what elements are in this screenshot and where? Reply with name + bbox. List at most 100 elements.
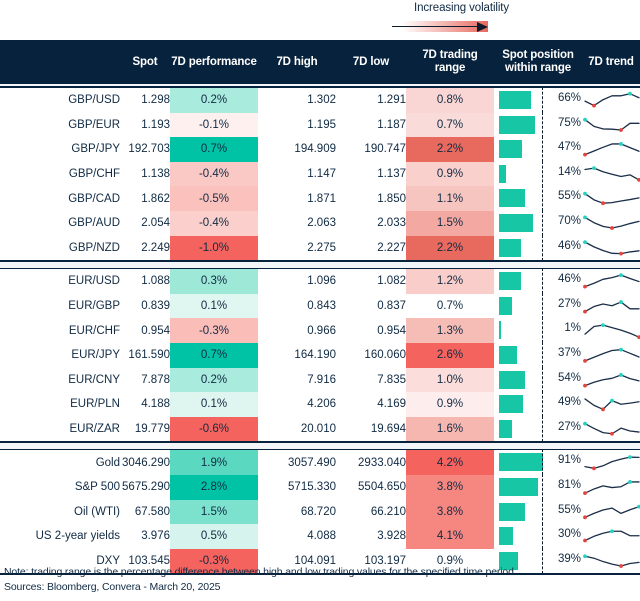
sparkline-min-dot	[583, 515, 587, 520]
row-label: GBP/EUR	[68, 118, 120, 131]
table-row[interactable]: GBP/CHF 1.138 -0.4% 1.147 1.137 0.9% 14%	[0, 160, 640, 187]
sparkline-path	[584, 143, 640, 156]
sparkline-min-dot	[583, 383, 587, 388]
spot-position-bar: 75%	[499, 111, 587, 138]
cell-low: 1.291	[377, 94, 406, 107]
sparkline-min-dot	[637, 334, 640, 339]
table-row[interactable]: EUR/GBP 0.839 0.1% 0.843 0.837 0.7% 27%	[0, 292, 640, 319]
table-row[interactable]: DXY 103.545 -0.3% 104.091 103.197 0.9% 39%	[0, 547, 640, 574]
spot-position-bar: 70%	[499, 209, 587, 236]
spot-position-track	[499, 238, 547, 257]
cell-spot: 67.580	[134, 505, 170, 518]
table-row[interactable]: EUR/PLN 4.188 0.1% 4.206 4.169 0.9% 49%	[0, 391, 640, 418]
cell-performance: 0.7%	[170, 342, 258, 368]
table-row[interactable]: GBP/JPY 192.703 0.7% 194.909 190.747 2.2% 47%	[0, 136, 640, 163]
section-divider	[0, 84, 640, 88]
table-row[interactable]: Gold 3046.290 1.9% 3057.490 2933.040 4.2% 91%	[0, 449, 640, 476]
cell-trend	[582, 417, 640, 442]
spot-position-track	[499, 527, 547, 546]
cell-performance: -0.3%	[170, 318, 258, 343]
table-row[interactable]: GBP/CAD 1.862 -0.5% 1.871 1.850 1.1% 55%	[0, 185, 640, 212]
table-row[interactable]: GBP/NZD 2.249 -1.0% 2.275 2.227 2.2% 46%	[0, 234, 640, 261]
spot-position-track	[499, 419, 547, 438]
spot-position-value: 66%	[557, 92, 581, 104]
spot-position-reference-line	[542, 498, 543, 525]
spot-position-track	[499, 502, 547, 521]
cell-performance: 0.1%	[170, 293, 258, 319]
cell-spot-position: 1%	[494, 317, 582, 344]
cell-spot-position: 91%	[494, 449, 582, 476]
sparkline-path	[584, 324, 640, 338]
sparkline-max-dot	[637, 504, 640, 509]
spot-position-value: 91%	[557, 454, 581, 467]
spot-position-fill	[499, 477, 538, 496]
spot-position-fill	[499, 238, 522, 257]
footnote-note: Note: trading range is the percentage di…	[4, 566, 517, 578]
table-row[interactable]: EUR/CHF 0.954 -0.3% 0.966 0.954 1.3% 1%	[0, 317, 640, 344]
sparkline	[583, 504, 640, 520]
cell-trading-range: 0.8%	[406, 88, 494, 113]
row-label: EUR/PLN	[70, 398, 120, 411]
spot-position-bar: 46%	[499, 234, 587, 261]
table-row[interactable]: EUR/USD 1.088 0.3% 1.096 1.082 1.2% 46%	[0, 268, 640, 295]
spot-position-fill	[499, 115, 535, 134]
cell-trend	[582, 500, 640, 525]
cell-trading-range: 1.0%	[406, 367, 494, 393]
cell-spot-position: 55%	[494, 185, 582, 212]
cell-trading-range: 4.1%	[406, 524, 494, 549]
sparkline-path	[584, 481, 640, 495]
table-top-rule	[0, 84, 640, 88]
row-label: Oil (WTI)	[74, 505, 120, 518]
cell-spot: 2.249	[141, 241, 170, 254]
cell-performance: 2.8%	[170, 474, 258, 500]
cell-high: 194.909	[294, 143, 336, 156]
table-row[interactable]: EUR/CNY 7.878 0.2% 7.916 7.835 1.0% 54%	[0, 366, 640, 393]
row-label: EUR/USD	[68, 275, 120, 288]
sparkline	[583, 142, 640, 157]
cell-low: 160.060	[364, 349, 406, 362]
spot-position-value: 46%	[557, 273, 581, 286]
row-label: S&P 500	[74, 481, 120, 494]
spot-position-bar: 27%	[499, 292, 587, 319]
table-row[interactable]: EUR/ZAR 19.779 -0.6% 20.010 19.694 1.6% 27%	[0, 415, 640, 442]
header-spot: Spot	[120, 40, 170, 84]
sparkline-path	[584, 555, 640, 567]
spot-position-fill	[499, 395, 523, 414]
spot-position-reference-line	[542, 366, 543, 393]
cell-spot: 0.839	[141, 300, 170, 313]
sparkline-max-dot	[628, 480, 632, 485]
cell-spot-position: 75%	[494, 111, 582, 138]
table-row[interactable]: GBP/AUD 2.054 -0.4% 2.063 2.033 1.5% 70%	[0, 209, 640, 236]
table-row[interactable]: GBP/USD 1.298 0.2% 1.302 1.291 0.8% 66%	[0, 87, 640, 113]
sparkline-min-dot	[619, 564, 623, 568]
cell-trend	[582, 475, 640, 500]
table-row[interactable]: EUR/JPY 161.590 0.7% 164.190 160.060 2.6% 37%	[0, 341, 640, 368]
sparkline-path	[584, 274, 640, 288]
sparkline-max-dot	[583, 554, 587, 559]
sparkline-path	[584, 93, 640, 107]
row-label: EUR/GBP	[68, 300, 120, 313]
cell-spot: 0.954	[141, 324, 170, 337]
cell-high: 3057.490	[288, 456, 336, 469]
spot-position-value: 46%	[557, 239, 581, 252]
spot-position-fill	[499, 321, 501, 340]
sparkline-path	[584, 192, 640, 204]
cell-trading-range: 0.9%	[406, 161, 494, 187]
volatility-legend: Increasing volatility	[392, 2, 552, 36]
row-label: EUR/CHF	[68, 324, 120, 337]
row-label: US 2-year yields	[35, 530, 120, 543]
section-divider	[0, 260, 640, 270]
cell-spot-position: 30%	[494, 523, 582, 550]
table-row[interactable]: GBP/EUR 1.193 -0.1% 1.195 1.187 0.7% 75%	[0, 111, 640, 138]
table-row[interactable]: S&P 500 5675.290 2.8% 5715.330 5504.650 3.8% 8…	[0, 473, 640, 500]
sparkline	[584, 166, 640, 182]
table-header: Spot 7D performance 7D high 7D low 7D tr…	[0, 40, 640, 84]
sparkline-path	[584, 167, 640, 181]
sparkline-min-dot	[592, 466, 596, 470]
spot-position-track	[499, 115, 547, 134]
cell-trend	[582, 162, 640, 187]
cell-spot: 1.088	[141, 275, 170, 288]
spot-position-value: 27%	[557, 420, 581, 433]
table-row[interactable]: Oil (WTI) 67.580 1.5% 68.720 66.210 3.8% 55%	[0, 498, 640, 525]
table-row[interactable]: US 2-year yields 3.976 0.5% 4.088 3.928 4.1% 3…	[0, 523, 640, 550]
